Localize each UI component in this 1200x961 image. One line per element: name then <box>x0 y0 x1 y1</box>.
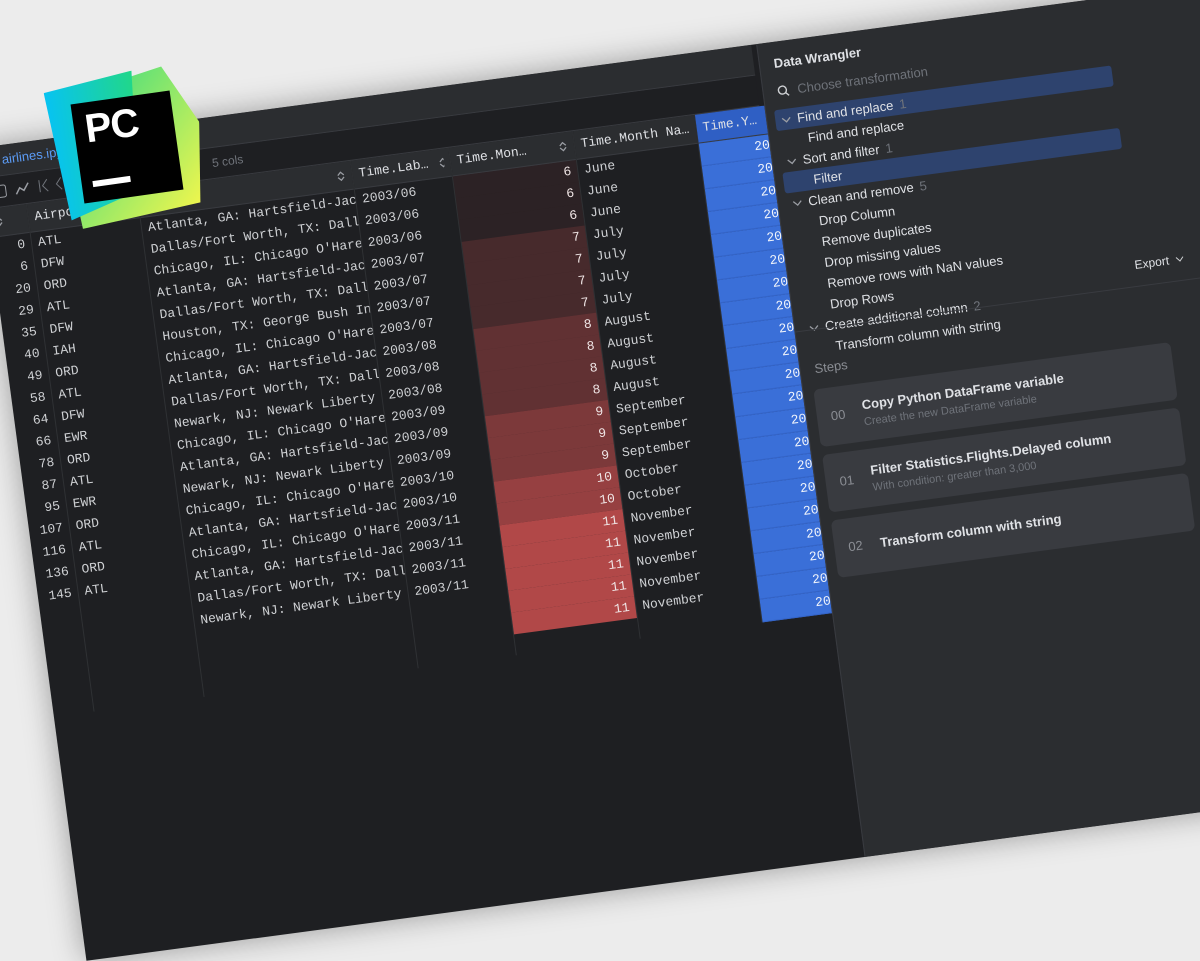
chevron-down-icon <box>809 324 819 331</box>
search-placeholder: Choose transformation <box>796 63 929 97</box>
group-count: 5 <box>918 177 928 194</box>
column: NameAtlanta, GA: Hartsfield-Jacks…Dallas… <box>136 160 419 697</box>
step-number: 00 <box>829 406 847 424</box>
toolbar: 1- 5 cols <box>0 75 760 210</box>
step-number: 02 <box>847 537 864 555</box>
panel-title: Data Wrangler <box>772 44 862 71</box>
steps-title: Steps <box>813 356 849 377</box>
chevron <box>1175 256 1184 262</box>
column-header[interactable]: Name <box>136 160 354 219</box>
index-header <box>0 204 30 239</box>
tree-group[interactable]: Sort and filter 1 <box>780 107 1120 173</box>
column: Time.Lab… 2003/06 2003/06 2003/06 2003/07 200… <box>350 147 517 669</box>
index-column: 0 6 20 29 35 40 49 58 64 66 78 87 95 107 116 136 145 <box>0 204 95 717</box>
tree-group[interactable]: Find and replace 1 <box>774 65 1114 132</box>
logo-text: PC <box>82 100 142 152</box>
transformation-tree: Find and replace 1 Find and replace Sort an… <box>774 65 1144 360</box>
spacer <box>531 148 553 151</box>
search-box[interactable]: Choose transformation <box>777 64 929 99</box>
columns-info: 5 cols <box>211 152 245 171</box>
group-count: 1 <box>884 140 894 156</box>
column-header[interactable]: Time.Lab… <box>350 147 452 190</box>
tree-group[interactable]: Clean and remove 5 <box>785 149 1125 215</box>
chevron-down-icon <box>792 199 802 206</box>
data-wrangler-panel: Data Wrangler Choose transformation Find… <box>756 0 1200 857</box>
sort-icon <box>559 141 567 152</box>
step-number: 01 <box>838 472 856 489</box>
chevron-down-icon <box>781 116 791 123</box>
logo-graphic <box>43 66 201 229</box>
index-cell: 145 <box>47 585 73 604</box>
steps-list: 00 Copy Python DataFrame variable Create t… <box>813 342 1196 586</box>
sort-icon <box>337 171 345 182</box>
tree-group[interactable]: Create additional column 2 <box>802 274 1142 340</box>
search-icon <box>777 84 790 96</box>
sort-icon <box>439 157 445 168</box>
sort-icon <box>0 217 3 227</box>
step-title: Transform column with string <box>879 511 1063 551</box>
group-count: 1 <box>898 95 908 112</box>
pycharm-logo: PC <box>42 62 211 231</box>
toolbar-icons[interactable] <box>0 168 69 208</box>
export-button[interactable]: Export <box>1134 252 1185 272</box>
column-header[interactable]: Time.Mon… <box>449 131 576 177</box>
column: Time.Mon… 6 6 6 7 7 7 7 8 8 8 8 9 9 9 10 10 11 11 11 11 11 <box>449 131 641 656</box>
export-label: Export <box>1133 253 1170 272</box>
chevron-down-icon <box>787 158 797 164</box>
